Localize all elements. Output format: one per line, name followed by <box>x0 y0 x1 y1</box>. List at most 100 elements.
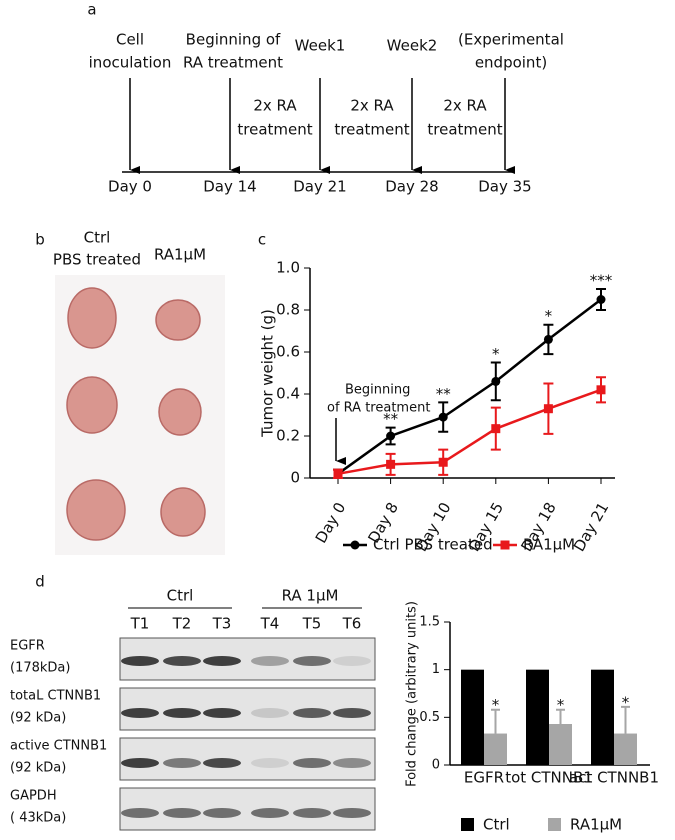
series-line <box>337 298 602 475</box>
x-tick-label: EGFR <box>464 769 504 787</box>
significance: * <box>545 307 553 325</box>
error-bar <box>556 708 565 725</box>
x-tick-label: Day 0 <box>312 499 350 546</box>
y-axis-label: Tumor weight (g) <box>259 309 277 438</box>
row-label: active CTNNB1 <box>10 739 107 754</box>
band <box>251 758 289 768</box>
lane-label: T2 <box>172 615 192 633</box>
legend-label: RA1μM <box>570 816 622 834</box>
significance: ** <box>383 410 399 428</box>
significance: * <box>557 696 565 714</box>
point <box>386 459 396 469</box>
event-label: (Experimental <box>458 31 564 49</box>
point <box>596 385 606 395</box>
series-line <box>337 388 602 476</box>
tumor <box>67 287 117 349</box>
tumor <box>66 376 118 434</box>
event-label: inoculation <box>89 54 172 72</box>
band <box>293 708 331 718</box>
band <box>251 656 289 666</box>
blot-panel <box>119 787 376 831</box>
bar <box>614 733 637 765</box>
band <box>163 808 201 818</box>
point <box>543 404 553 414</box>
significance: * <box>492 696 500 714</box>
legend-swatch <box>548 818 561 831</box>
y-tick-label: 1.5 <box>419 615 440 630</box>
panel-label: a <box>87 1 96 19</box>
row-label: ( 43kDa) <box>10 811 66 826</box>
band <box>293 656 331 666</box>
band <box>163 708 201 718</box>
day-label: Day 14 <box>203 178 256 196</box>
band <box>203 708 241 718</box>
annotation: of RA treatment <box>327 401 430 416</box>
group-label: RA 1μM <box>282 587 339 605</box>
interval-label: 2x RA <box>350 97 394 115</box>
band <box>251 708 289 718</box>
y-tick-label: 1 <box>432 662 440 677</box>
row-label: (92 kDa) <box>10 711 66 726</box>
event-label: Beginning of <box>186 31 281 49</box>
point <box>438 412 448 422</box>
point <box>386 431 396 441</box>
band <box>333 808 371 818</box>
interval-label: treatment <box>427 121 502 139</box>
lane-label: T3 <box>212 615 232 633</box>
lane-label: T6 <box>342 615 362 633</box>
band <box>203 758 241 768</box>
x-tick-label: act CTNNB1 <box>569 769 659 787</box>
event-label: Week2 <box>387 37 438 55</box>
band <box>333 708 371 718</box>
band <box>203 656 241 666</box>
band <box>163 758 201 768</box>
significance: * <box>492 345 500 363</box>
group-label: RA1μM <box>154 246 206 264</box>
legend-swatch <box>461 818 474 831</box>
day-label: Day 28 <box>385 178 438 196</box>
band <box>121 808 159 818</box>
bar <box>549 724 572 765</box>
y-tick-label: 0.2 <box>276 427 300 445</box>
interval-label: 2x RA <box>443 97 487 115</box>
band <box>121 708 159 718</box>
y-tick-label: 0 <box>290 469 300 487</box>
panel-label: d <box>35 573 45 591</box>
blot-panel <box>119 687 376 731</box>
band <box>203 808 241 818</box>
point <box>491 424 501 434</box>
point <box>596 295 606 304</box>
legend-label: Ctrl <box>483 816 510 834</box>
significance: * <box>622 693 630 711</box>
significance: ** <box>436 385 452 403</box>
point <box>438 457 448 467</box>
day-label: Day 21 <box>293 178 346 196</box>
band <box>293 808 331 818</box>
event-label: Cell <box>116 31 144 49</box>
lane-label: T1 <box>130 615 150 633</box>
band <box>121 758 159 768</box>
x-tick-label: Day 21 <box>570 499 612 554</box>
y-tick-label: 0.4 <box>276 385 300 403</box>
point <box>543 334 553 344</box>
lane-label: T5 <box>302 615 322 633</box>
tumor <box>158 388 202 436</box>
tumor <box>160 487 206 537</box>
row-label: GAPDH <box>10 789 57 804</box>
point <box>491 376 501 386</box>
row-label: (92 kDa) <box>10 761 66 776</box>
y-tick-label: 0 <box>432 758 440 773</box>
lane-label: T4 <box>260 615 280 633</box>
error-bar <box>621 705 630 734</box>
panel-label: b <box>35 231 45 249</box>
band <box>293 758 331 768</box>
interval-label: treatment <box>237 121 312 139</box>
group-label: Ctrl <box>167 587 194 605</box>
legend-marker <box>350 540 360 550</box>
band <box>251 808 289 818</box>
row-label: (178kDa) <box>10 661 70 676</box>
interval-label: 2x RA <box>253 97 297 115</box>
bar <box>484 733 507 765</box>
row-label: EGFR <box>10 639 45 654</box>
